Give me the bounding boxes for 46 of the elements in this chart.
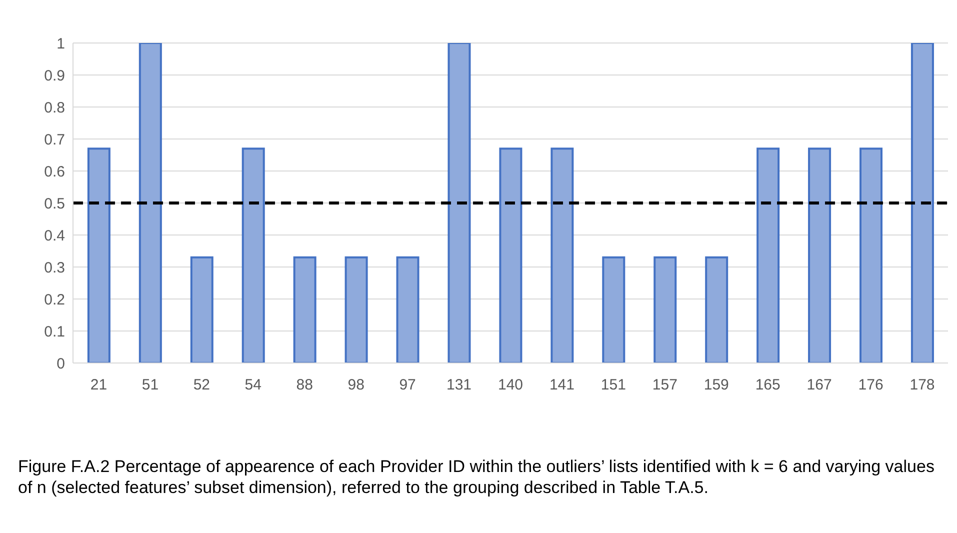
x-tick-label: 97 xyxy=(399,376,416,394)
y-tick-label: 0.9 xyxy=(44,67,65,84)
x-tick-label: 141 xyxy=(549,376,574,394)
bar xyxy=(705,256,728,363)
x-tick-label: 157 xyxy=(652,376,678,394)
bar xyxy=(138,43,162,363)
bar xyxy=(860,148,882,363)
y-tick-label: 0.2 xyxy=(44,291,65,308)
y-tick-label: 0.1 xyxy=(44,323,65,340)
bar xyxy=(190,256,214,363)
bar xyxy=(602,256,626,363)
x-tick-label: 165 xyxy=(755,376,780,394)
y-tick-label: 0.4 xyxy=(44,227,65,244)
bar xyxy=(87,148,110,363)
x-tick-label: 151 xyxy=(600,376,626,394)
bar xyxy=(293,256,316,363)
x-tick-label: 51 xyxy=(142,376,159,394)
y-tick-label: 0.8 xyxy=(44,99,65,116)
x-tick-label: 52 xyxy=(193,376,210,394)
x-tick-label: 54 xyxy=(244,376,262,394)
x-tick-label: 131 xyxy=(446,376,472,394)
x-tick-label: 159 xyxy=(704,376,729,394)
bar xyxy=(756,148,780,363)
bar xyxy=(808,148,832,363)
y-tick-label: 0 xyxy=(56,355,65,372)
y-tick-label: 0.5 xyxy=(44,195,65,212)
bar xyxy=(910,43,934,363)
bar xyxy=(242,148,265,363)
x-tick-label: 21 xyxy=(90,376,108,394)
bar xyxy=(396,256,420,363)
x-tick-label: 98 xyxy=(348,376,364,394)
bar xyxy=(499,148,522,363)
y-tick-label: 0.3 xyxy=(44,259,65,276)
x-tick-label: 178 xyxy=(910,376,935,394)
x-tick-label: 88 xyxy=(296,376,313,394)
bar xyxy=(550,148,574,363)
bar xyxy=(654,256,677,363)
x-tick-label: 140 xyxy=(498,376,524,394)
x-tick-label: 167 xyxy=(806,376,832,394)
y-tick-label: 0.7 xyxy=(44,131,65,148)
x-tick-label: 176 xyxy=(858,376,884,394)
bar xyxy=(344,256,368,363)
bar xyxy=(448,43,471,363)
text: Figure F.A.2 Percentage of appearence of each Provider ID within the outliers’ lists identified with k = 6 and varying values of n (selected features’ subset dimension), referred to the grouping described in Table T.A.5. xyxy=(18,456,936,498)
y-tick-label: 1 xyxy=(56,35,65,52)
y-tick-label: 0.6 xyxy=(44,163,65,180)
